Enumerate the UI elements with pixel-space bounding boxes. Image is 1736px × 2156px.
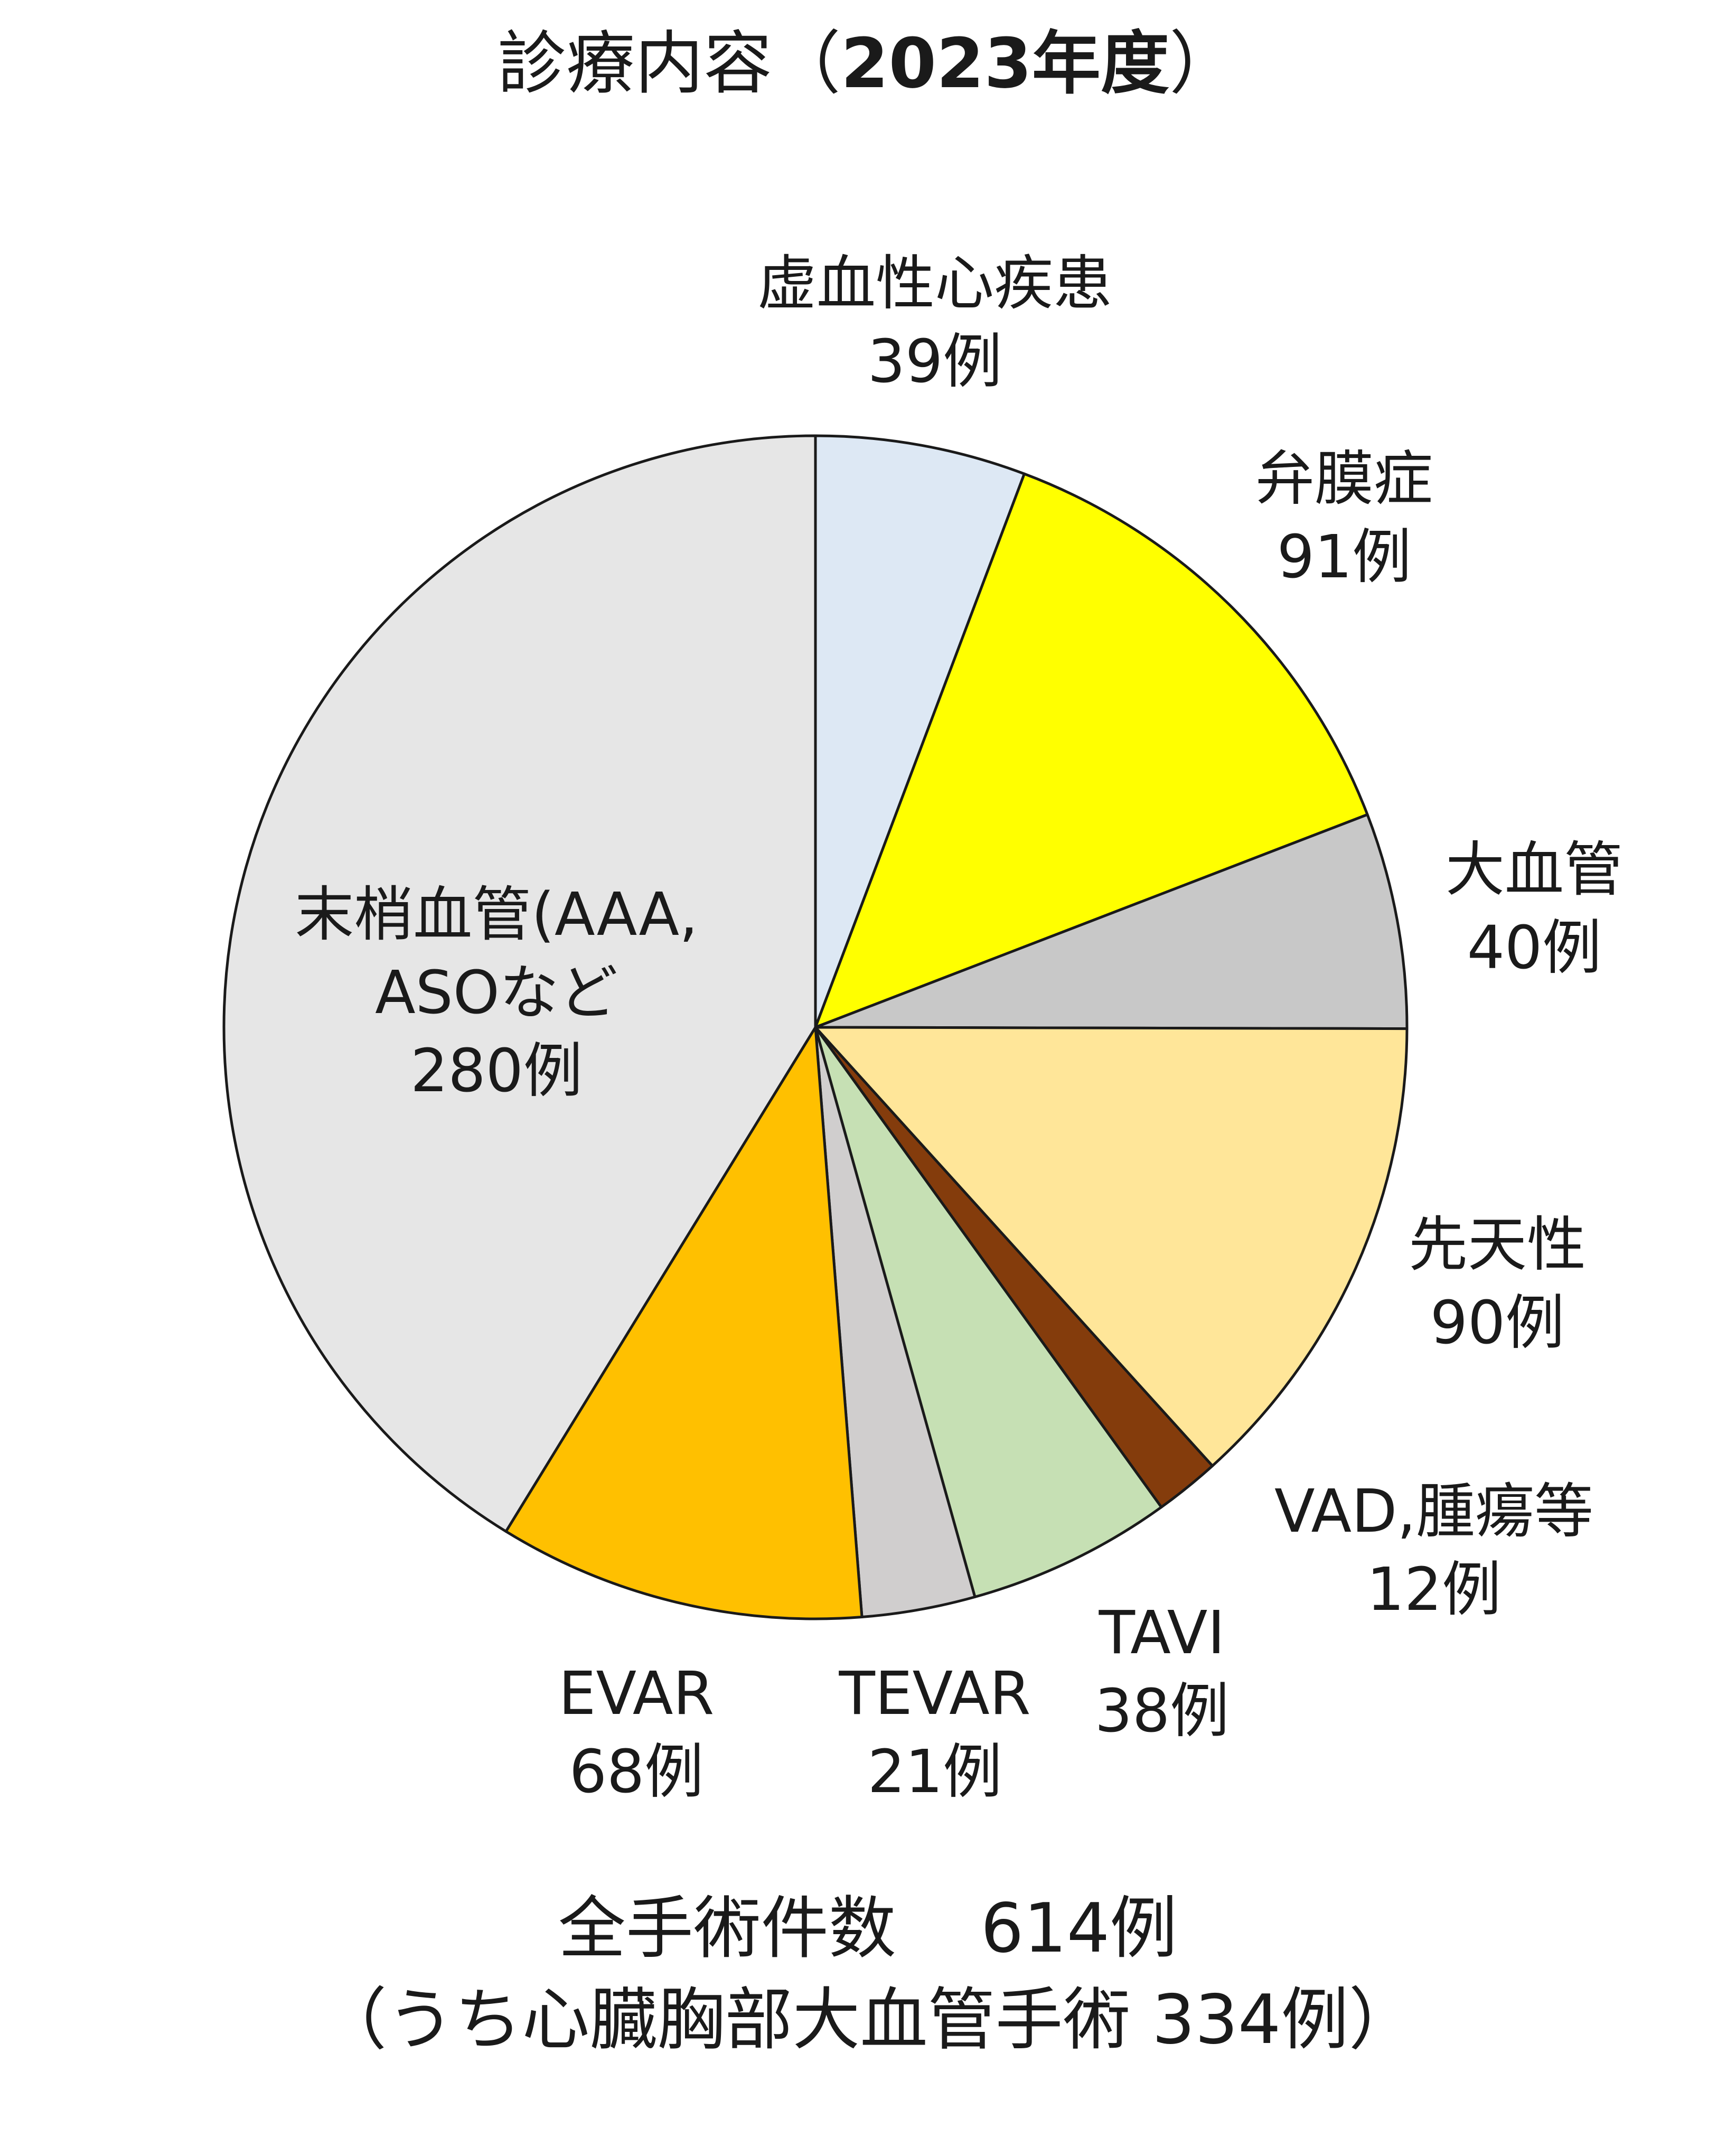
slice-label-6-line-1: 21例 [868, 1738, 1002, 1806]
slice-label-8-line-2: 280例 [410, 1037, 583, 1105]
slice-label-4-line-0: VAD,腫瘍等 [1274, 1477, 1593, 1546]
slice-label-2: 大血管 40例 [1446, 836, 1623, 982]
slice-label-3-line-0: 先天性 [1409, 1211, 1586, 1279]
pie-slice-3 [814, 1026, 1409, 1467]
pie-slice-0 [814, 434, 1026, 1029]
slice-label-8-line-0: 末梢血管(AAA, [295, 880, 698, 949]
slice-label-6-line-0: TEVAR [838, 1660, 1030, 1728]
slice-label-2-line-1: 40例 [1467, 914, 1602, 982]
slice-label-7-line-1: 68例 [569, 1738, 704, 1806]
slice-label-0: 虚血性心疾患 39例 [757, 249, 1112, 396]
footer-subtotal: （うち心臓胸部大血管手術 334例） [319, 1981, 1416, 2059]
pie-slices [222, 434, 1409, 1620]
pie-slice-7 [504, 1026, 864, 1620]
slice-label-5-line-0: TAVI [1099, 1599, 1225, 1667]
chart-title-year: 2023年度 [841, 23, 1169, 104]
slice-label-3-line-1: 90例 [1430, 1289, 1565, 1357]
pie-slice-8 [222, 434, 817, 1533]
slice-label-7: EVAR 68例 [559, 1660, 715, 1806]
footer-total-value: 614例 [981, 1889, 1177, 1968]
slice-label-3: 先天性 90例 [1409, 1211, 1586, 1357]
slice-label-4-line-1: 12例 [1367, 1555, 1502, 1624]
slice-label-5-line-1: 38例 [1095, 1677, 1230, 1746]
slice-label-0-line-0: 虚血性心疾患 [757, 249, 1112, 318]
pie-slice-5 [814, 1026, 1163, 1599]
chart-title: 診療内容（2023年度） [498, 23, 1238, 104]
slice-label-6: TEVAR 21例 [838, 1660, 1030, 1806]
footer-total-label: 全手術件数 [558, 1889, 896, 1968]
slice-label-1-line-1: 91例 [1277, 523, 1412, 592]
slice-label-7-line-0: EVAR [559, 1660, 715, 1728]
slice-label-8: 末梢血管(AAA, ASOなど 280例 [295, 880, 698, 1105]
slice-label-0-line-1: 39例 [868, 327, 1002, 396]
slice-label-5: TAVI 38例 [1095, 1599, 1230, 1746]
pie-slice-1 [814, 472, 1369, 1029]
chart-title-prefix: 診療内容（ [498, 23, 841, 104]
slice-label-1: 弁膜症 91例 [1255, 445, 1433, 592]
slice-label-4: VAD,腫瘍等 12例 [1274, 1477, 1593, 1624]
slice-label-1-line-0: 弁膜症 [1255, 445, 1433, 513]
footer-total: 全手術件数 614例 [558, 1889, 1177, 1968]
chart-title-suffix: ） [1169, 23, 1238, 104]
slice-label-8-line-1: ASOなど [375, 959, 618, 1027]
pie-slice-2 [814, 813, 1409, 1030]
slice-label-2-line-0: 大血管 [1446, 836, 1623, 904]
